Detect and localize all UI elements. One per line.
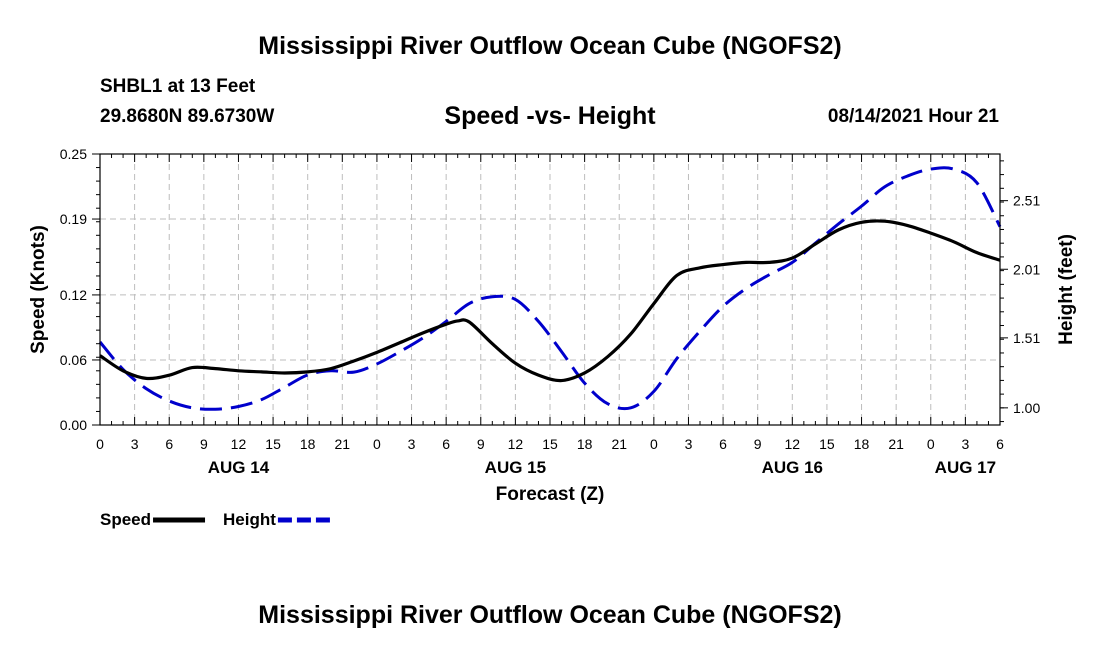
x-tick-label: 18 [577,436,593,452]
y-tick-label: 0.00 [60,417,87,433]
chart-main-title: Mississippi River Outflow Ocean Cube (NG… [258,32,842,60]
y2-tick-label: 2.51 [1013,193,1040,209]
x-tick-label: 18 [300,436,316,452]
chart-subtitle: Speed -vs- Height [444,102,656,130]
grid-lines [100,154,1000,425]
x-tick-label: 15 [542,436,558,452]
series-line-height [98,166,1002,411]
x-tick-label: 3 [408,436,416,452]
y-tick-label: 0.06 [60,352,87,368]
x-tick-label: 21 [335,436,351,452]
y-tick-label: 0.19 [60,211,87,227]
date-label: AUG 16 [762,458,823,477]
x-tick-label: 6 [165,436,173,452]
y2-tick-label: 2.01 [1013,261,1040,277]
series-lines [98,166,1002,411]
forecast-datetime: 08/14/2021 Hour 21 [827,106,999,127]
x-tick-label: 3 [131,436,139,452]
x-tick-label: 0 [373,436,381,452]
x-tick-label: 15 [819,436,835,452]
x-tick-label: 6 [442,436,450,452]
x-tick-label: 15 [265,436,281,452]
x-tick-label: 9 [200,436,208,452]
x-tick-label: 9 [477,436,485,452]
axes: 0 3 6 9 12 15 18 21 0 3 6 9 12 15 18 21 0 3 6 9 12 15 18 21 0 3 6A… [28,146,1077,505]
x-tick-label: 6 [719,436,727,452]
legend-label-height: Height [223,510,276,529]
x-tick-label: 21 [611,436,627,452]
x-tick-label: 0 [927,436,935,452]
station-coordinates: 29.8680N 89.6730W [100,106,275,127]
legend-label-speed: Speed [100,510,151,529]
series-line-speed [99,219,1001,383]
y-axis-title: Speed (Knots) [28,225,49,354]
station-label: SHBL1 at 13 Feet [100,76,256,97]
y2-tick-label: 1.00 [1013,400,1040,416]
date-label: AUG 15 [485,458,546,477]
x-tick-label: 9 [754,436,762,452]
date-label: AUG 17 [935,458,996,477]
x-tick-label: 12 [508,436,524,452]
x-axis-title: Forecast (Z) [496,484,605,505]
date-label: AUG 14 [208,458,270,477]
y-tick-label: 0.12 [60,287,87,303]
x-tick-label: 0 [650,436,658,452]
legend: Speed Height [100,510,330,529]
y2-axis-title: Height (feet) [1056,234,1077,345]
x-tick-label: 6 [996,436,1004,452]
y2-tick-label: 1.51 [1013,330,1040,346]
x-tick-label: 0 [96,436,104,452]
y-tick-label: 0.25 [60,146,87,162]
footer-title: Mississippi River Outflow Ocean Cube (NG… [258,601,842,629]
x-tick-label: 12 [785,436,801,452]
x-tick-label: 21 [888,436,904,452]
x-tick-label: 12 [231,436,247,452]
x-tick-label: 18 [854,436,870,452]
x-tick-label: 3 [961,436,969,452]
x-tick-label: 3 [685,436,693,452]
